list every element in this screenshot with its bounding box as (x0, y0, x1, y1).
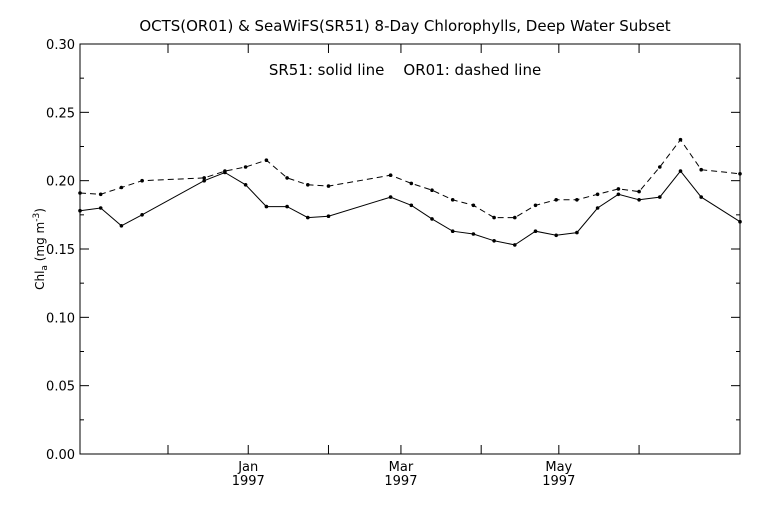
data-point-sr51 (616, 192, 621, 197)
data-point-or01 (285, 176, 289, 180)
data-point-or01 (326, 184, 331, 188)
data-point-sr51 (699, 195, 703, 199)
y-tick-label: 0.00 (46, 448, 75, 463)
data-point-sr51 (513, 243, 517, 247)
data-point-or01 (554, 198, 558, 202)
y-label-close: ) (33, 208, 47, 213)
data-point-or01 (738, 172, 742, 176)
data-point-sr51 (140, 213, 144, 217)
x-tick-label: Jan (237, 460, 258, 475)
data-point-sr51 (678, 169, 683, 173)
data-point-or01 (243, 165, 248, 169)
y-label-subscript: a (40, 265, 50, 271)
y-label-exponent: -3 (32, 213, 42, 222)
data-point-or01 (409, 181, 414, 186)
data-point-sr51 (554, 233, 558, 238)
y-label-units: (mg m (33, 222, 47, 265)
data-point-sr51 (450, 229, 455, 233)
data-point-or01 (140, 178, 144, 183)
y-tick-label: 0.15 (46, 243, 75, 258)
data-point-sr51 (492, 239, 496, 243)
data-point-sr51 (533, 229, 538, 233)
y-tick-label: 0.10 (46, 311, 75, 326)
data-point-sr51 (98, 206, 103, 210)
data-point-or01 (533, 203, 538, 208)
data-point-sr51 (306, 215, 310, 220)
data-point-or01 (595, 192, 600, 197)
data-point-or01 (306, 183, 310, 187)
series-line-sr51 (79, 170, 741, 246)
data-point-sr51 (202, 178, 206, 183)
data-point-sr51 (285, 204, 289, 209)
data-point-or01 (513, 215, 517, 220)
data-point-sr51 (119, 224, 124, 228)
data-point-or01 (616, 187, 621, 191)
data-point-sr51 (264, 204, 269, 209)
chart-title: OCTS(OR01) & SeaWiFS(SR51) 8-Day Chlorop… (139, 17, 670, 35)
x-tick-sublabel: 1997 (384, 474, 417, 489)
data-point-or01 (699, 167, 703, 172)
data-point-or01 (202, 176, 206, 180)
data-point-sr51 (243, 183, 248, 187)
data-point-sr51 (658, 195, 662, 199)
data-point-sr51 (471, 232, 476, 236)
data-point-or01 (78, 191, 82, 195)
x-tick-label: Mar (389, 460, 414, 475)
y-tick-label: 0.20 (46, 175, 75, 190)
x-tick-label: May (545, 460, 572, 475)
y-axis-label: Chla (mg m-3) (32, 208, 50, 290)
y-label-main: Chl (33, 271, 47, 290)
series-group (78, 137, 742, 247)
data-point-sr51 (595, 206, 600, 210)
data-point-or01 (658, 165, 662, 169)
y-tick-label: 0.30 (46, 38, 75, 53)
data-point-sr51 (409, 203, 414, 208)
data-point-or01 (264, 158, 269, 162)
data-point-sr51 (388, 195, 393, 199)
data-point-sr51 (575, 230, 579, 235)
data-point-or01 (119, 185, 124, 190)
y-axis: 0.00 0.05 0.10 0.15 0.20 0.25 0.30 (46, 38, 740, 463)
series-annotation: SR51: solid line OR01: dashed line (269, 61, 541, 79)
data-point-or01 (637, 189, 641, 194)
data-point-or01 (450, 198, 455, 202)
data-point-sr51 (78, 208, 82, 213)
data-point-or01 (575, 198, 579, 202)
y-tick-label: 0.05 (46, 380, 75, 395)
data-point-or01 (223, 169, 227, 173)
data-point-sr51 (326, 214, 331, 218)
data-point-or01 (492, 215, 496, 220)
data-point-or01 (471, 203, 476, 208)
data-point-sr51 (430, 217, 434, 221)
y-tick-label: 0.25 (46, 106, 75, 121)
x-tick-sublabel: 1997 (542, 474, 575, 489)
data-point-or01 (430, 188, 434, 192)
data-point-sr51 (637, 198, 641, 202)
data-point-or01 (388, 173, 393, 177)
data-point-sr51 (738, 219, 742, 224)
data-point-or01 (98, 192, 103, 197)
x-tick-sublabel: 1997 (232, 474, 265, 489)
data-point-or01 (678, 137, 683, 142)
plot-frame (79, 43, 741, 455)
